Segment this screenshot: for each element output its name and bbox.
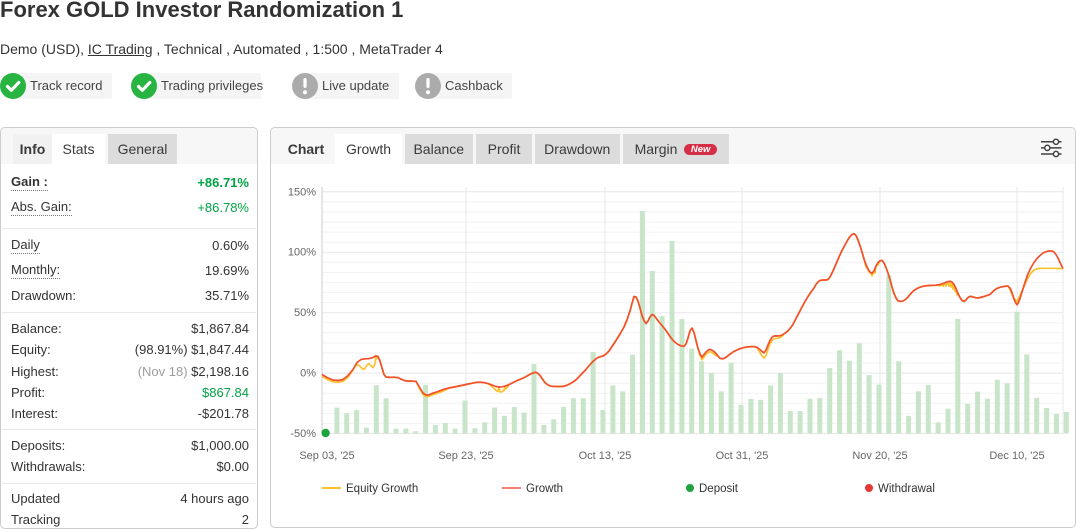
svg-text:0%: 0%: [300, 368, 316, 380]
svg-text:Sep 23, '25: Sep 23, '25: [438, 450, 493, 462]
svg-text:Nov 20, '25: Nov 20, '25: [852, 450, 907, 462]
svg-text:-50%: -50%: [290, 428, 316, 440]
svg-text:Dec 10, '25: Dec 10, '25: [989, 450, 1044, 462]
svg-text:Sep 03, '25: Sep 03, '25: [299, 450, 354, 462]
svg-text:Deposit: Deposit: [699, 483, 739, 495]
svg-text:100%: 100%: [288, 247, 316, 259]
svg-text:Oct 13, '25: Oct 13, '25: [579, 450, 632, 462]
svg-text:Equity Growth: Equity Growth: [346, 483, 418, 495]
svg-text:Withdrawal: Withdrawal: [878, 483, 935, 495]
svg-text:50%: 50%: [294, 307, 316, 319]
svg-text:Growth: Growth: [526, 483, 563, 495]
svg-text:150%: 150%: [288, 186, 316, 198]
svg-text:Oct 31, '25: Oct 31, '25: [716, 450, 769, 462]
